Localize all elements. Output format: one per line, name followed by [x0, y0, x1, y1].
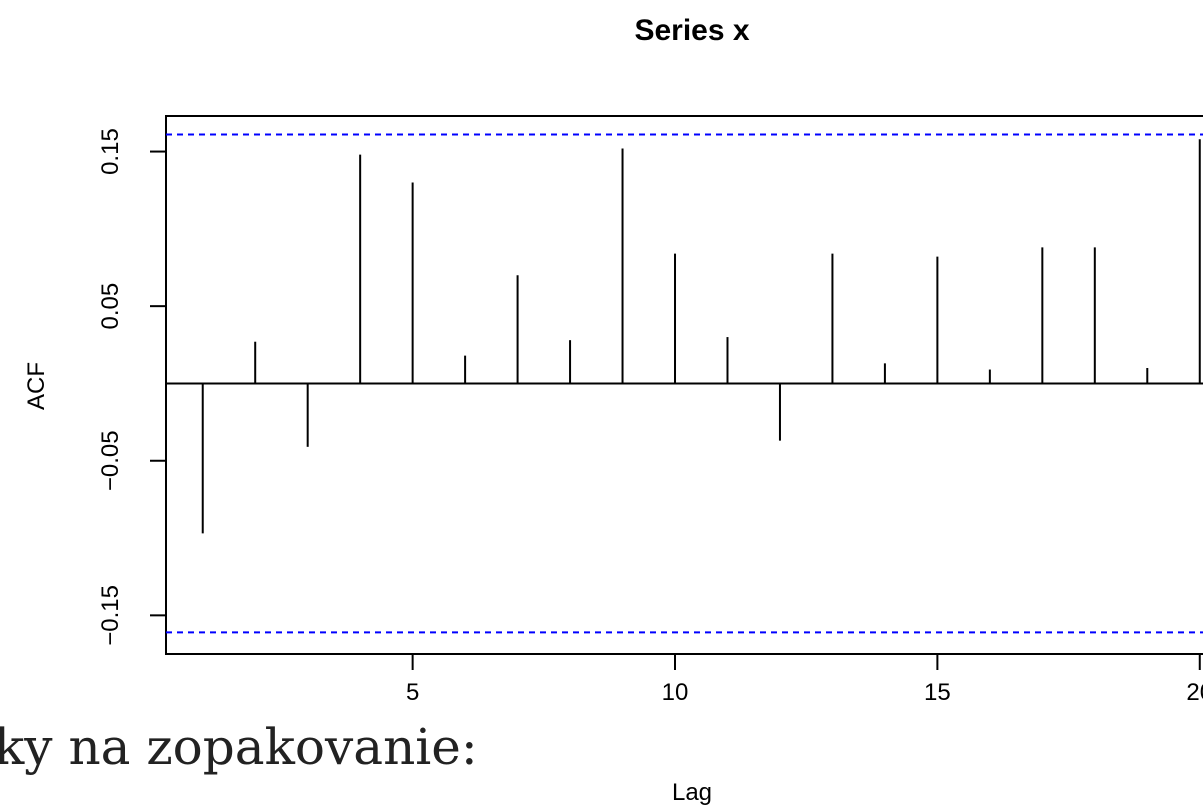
background-heading-text: ky na zopakovanie:	[0, 718, 478, 776]
chart-title: Series x	[634, 14, 749, 47]
x-tick-label: 10	[662, 679, 689, 706]
x-tick-label: 5	[406, 679, 419, 706]
y-tick-label: 0.15	[97, 128, 124, 175]
y-tick-label: −0.15	[97, 585, 124, 646]
x-tick-label: 20	[1186, 679, 1203, 706]
x-axis-label: Lag	[672, 779, 712, 806]
x-tick-label: 15	[924, 679, 951, 706]
y-tick-label: 0.05	[97, 283, 124, 330]
plot-frame	[165, 115, 1203, 655]
y-tick-label: −0.05	[97, 430, 124, 491]
y-axis-label: ACF	[23, 362, 50, 410]
